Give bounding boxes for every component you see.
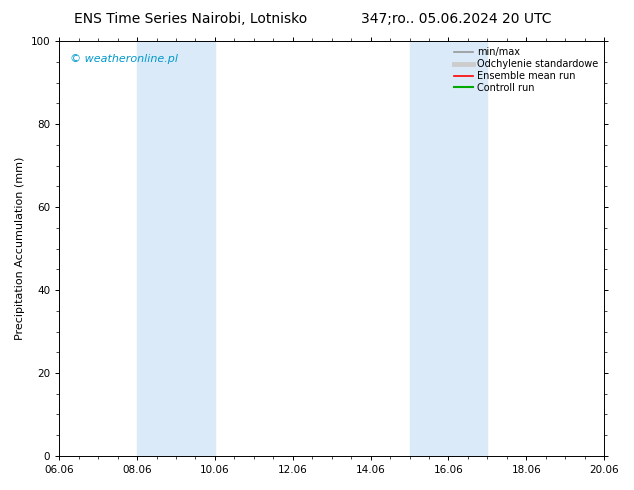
Text: ENS Time Series Nairobi, Lotnisko: ENS Time Series Nairobi, Lotnisko [74,12,307,26]
Y-axis label: Precipitation Accumulation (mm): Precipitation Accumulation (mm) [15,157,25,340]
Text: 347;ro.. 05.06.2024 20 UTC: 347;ro.. 05.06.2024 20 UTC [361,12,552,26]
Bar [137,41,215,456]
Bar [410,41,488,456]
Text: © weatheronline.pl: © weatheronline.pl [70,54,178,64]
Legend: min/max, Odchylenie standardowe, Ensemble mean run, Controll run: min/max, Odchylenie standardowe, Ensembl… [450,43,602,97]
